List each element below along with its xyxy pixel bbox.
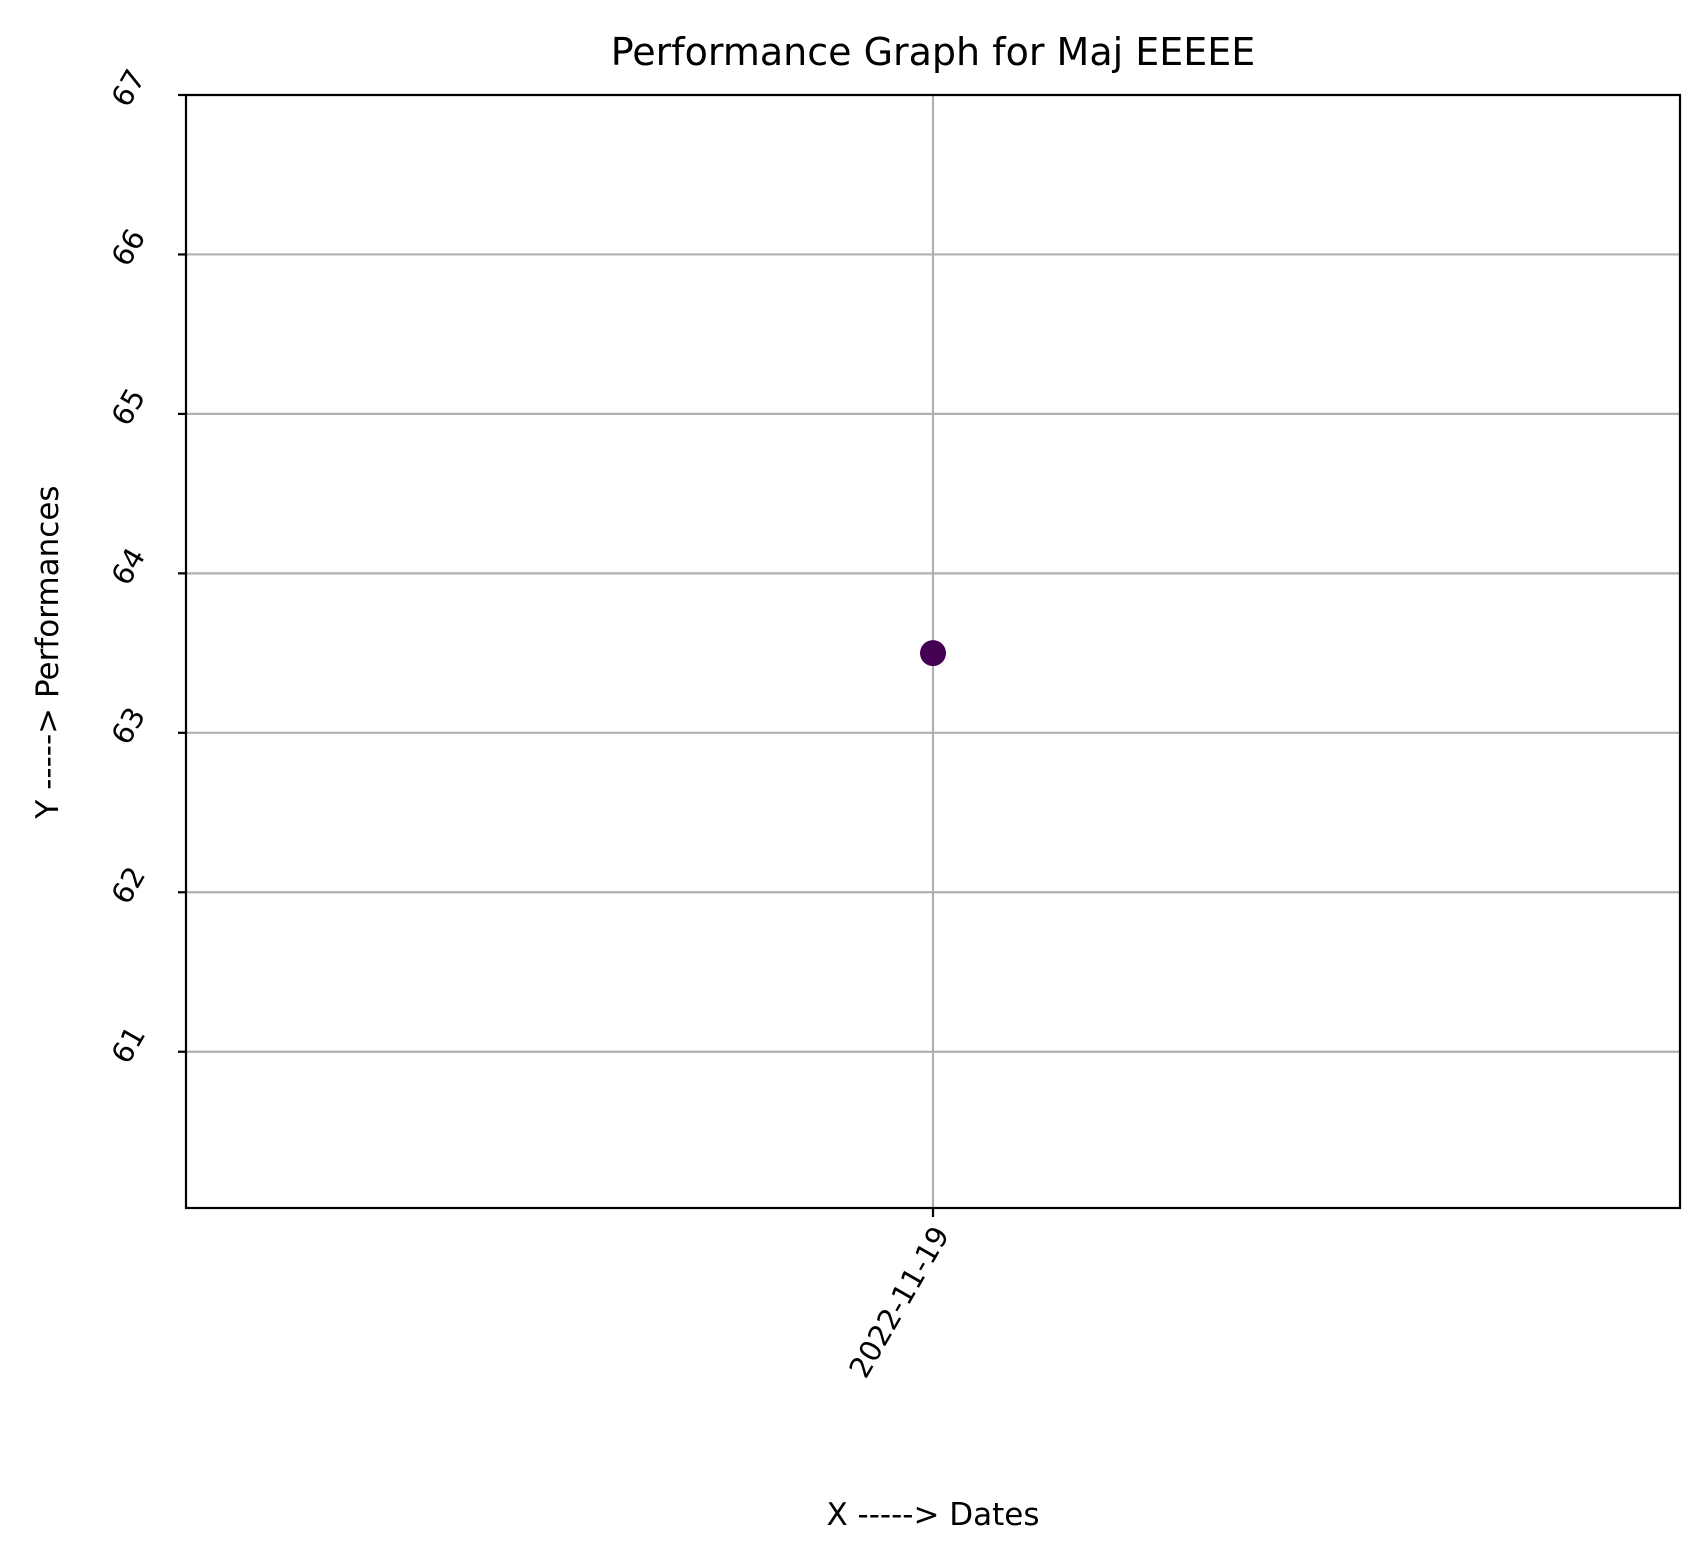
x-axis-label: X -----> Dates — [826, 1497, 1039, 1533]
y-axis-label: Y -----> Performances — [30, 485, 66, 819]
y-tick-label: 62 — [104, 861, 152, 910]
x-tick-label: 2022-11-19 — [842, 1221, 956, 1384]
tick-layer: 61 62 63 64 65 66 67 2022-11-19 — [104, 64, 956, 1384]
point-layer — [920, 640, 946, 667]
y-tick-label: 66 — [104, 223, 152, 272]
y-tick-label: 67 — [104, 64, 152, 113]
data-point — [920, 640, 946, 667]
y-tick-label: 63 — [104, 701, 152, 750]
y-tick-label: 64 — [104, 542, 152, 591]
y-tick-label: 61 — [104, 1020, 152, 1069]
chart-title: Performance Graph for Maj EEEEE — [611, 30, 1256, 74]
y-tick-label: 65 — [104, 382, 152, 431]
plot-frame — [184, 93, 1682, 1210]
